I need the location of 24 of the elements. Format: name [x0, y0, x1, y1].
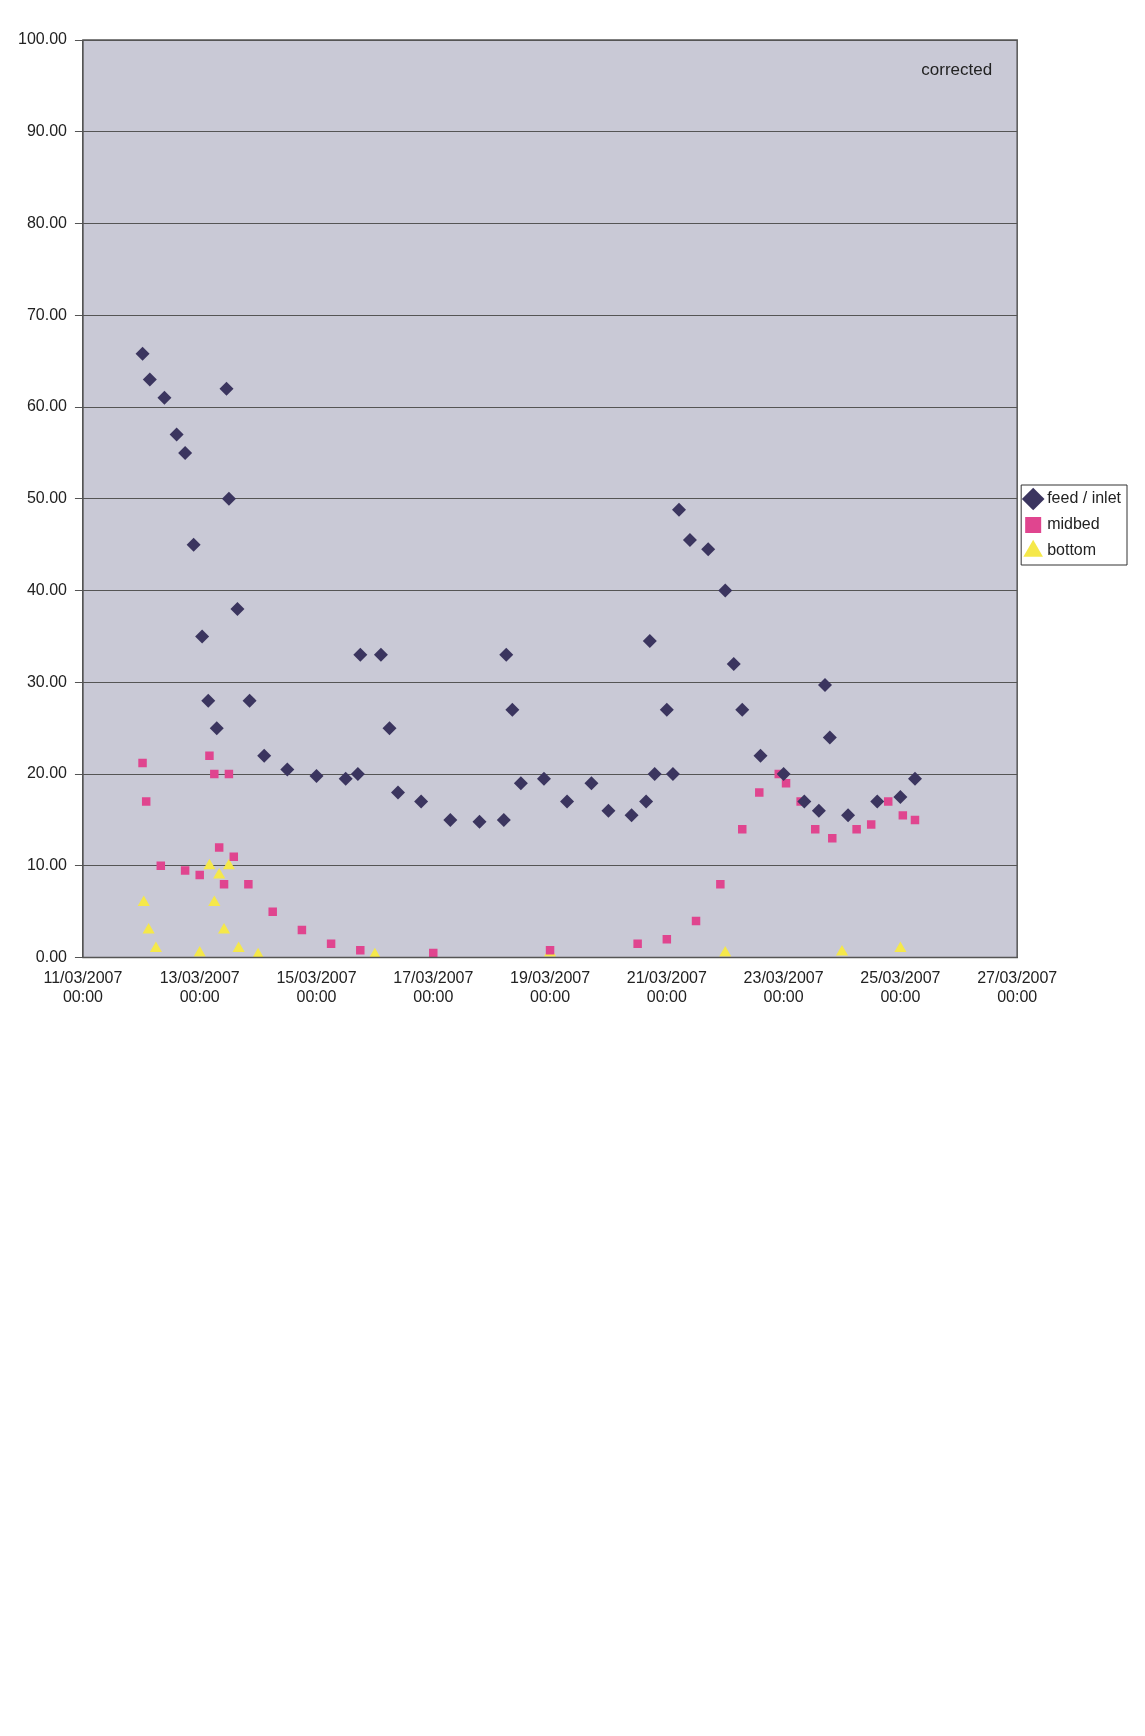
x-tick-label: 17/03/2007 00:00: [393, 968, 474, 1005]
y-tick-label: 90.00: [26, 122, 68, 140]
x-tick-label: 11/03/2007 00:00: [43, 968, 123, 1005]
y-tick-label: 50.00: [26, 489, 68, 507]
annotation: corrected: [921, 60, 993, 80]
y-tick-label: 20.00: [26, 764, 68, 782]
x-tick-label: 27/03/2007 00:00: [977, 968, 1058, 1005]
x-tick-label: 19/03/2007 00:00: [510, 968, 591, 1005]
x-tick-label: 23/03/2007 00:00: [743, 968, 824, 1005]
legend-label: feed / inlet: [1047, 489, 1122, 507]
y-tick-label: 40.00: [26, 580, 68, 598]
x-tick-label: 25/03/2007 00:00: [860, 968, 941, 1005]
y-tick-label: 10.00: [26, 856, 68, 874]
legend-label: midbed: [1047, 515, 1100, 533]
y-tick-label: 60.00: [26, 397, 68, 415]
y-tick-label: 30.00: [26, 672, 68, 690]
legend-label: bottom: [1047, 541, 1097, 559]
y-tick-label: 100.00: [18, 30, 68, 48]
y-tick-label: 80.00: [26, 213, 68, 231]
x-tick-label: 13/03/2007 00:00: [159, 968, 240, 1005]
y-tick-label: 70.00: [26, 305, 68, 323]
x-tick-label: 15/03/2007 00:00: [276, 968, 357, 1005]
x-tick-label: 21/03/2007 00:00: [626, 968, 707, 1005]
y-tick-label: 0.00: [35, 948, 68, 966]
